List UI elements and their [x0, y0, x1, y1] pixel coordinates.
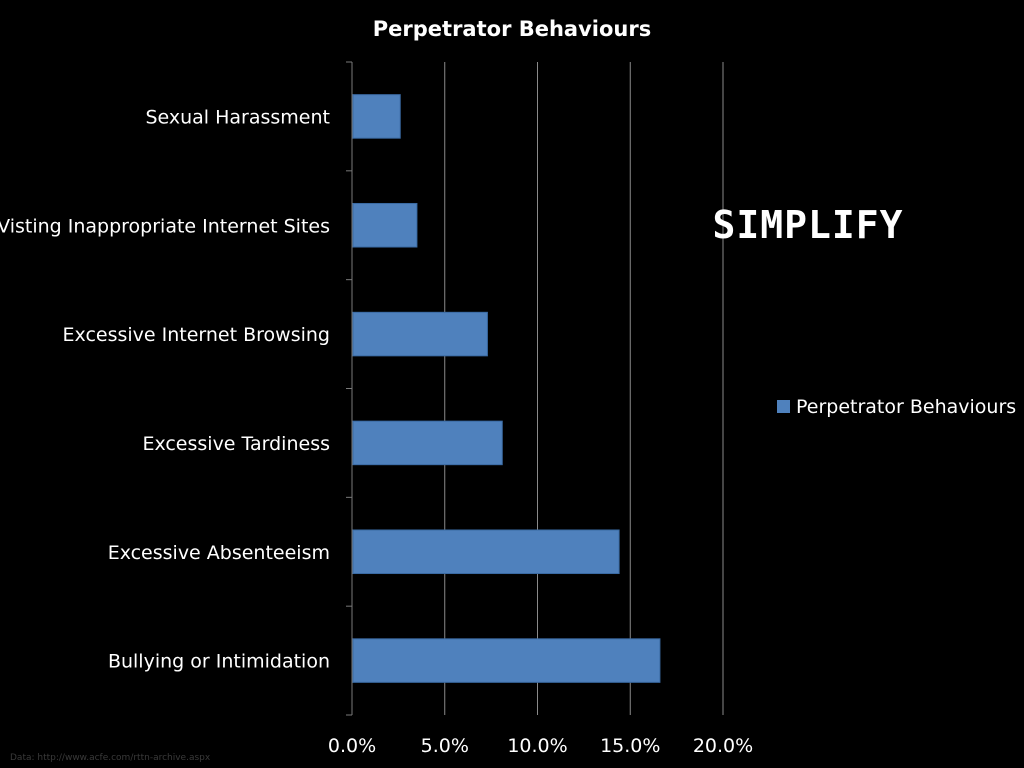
x-tick-label: 5.0% — [421, 735, 469, 757]
category-label: Sexual Harassment — [145, 106, 330, 128]
category-label: Excessive Internet Browsing — [63, 324, 330, 346]
legend-label: Perpetrator Behaviours — [796, 396, 1016, 418]
legend: Perpetrator Behaviours — [777, 396, 1016, 418]
axes — [346, 61, 353, 716]
x-tick-label: 0.0% — [328, 735, 376, 757]
bar — [352, 311, 488, 357]
x-tick-label: 10.0% — [507, 735, 567, 757]
category-label: Excessive Absenteeism — [108, 542, 330, 564]
category-labels: Sexual Harassment Visting Inappropriate I… — [0, 106, 330, 672]
bar — [352, 420, 503, 466]
bar — [352, 94, 401, 139]
chart-title: Perpetrator Behaviours — [373, 17, 651, 41]
brand-logo: SIMPLIFY — [712, 203, 903, 247]
x-tick-label: 20.0% — [693, 735, 753, 757]
bars — [352, 94, 661, 683]
bar — [352, 638, 661, 683]
category-label: Excessive Tardiness — [142, 433, 330, 455]
source-note: Data: http://www.acfe.com/rttn-archive.a… — [10, 753, 211, 763]
category-label: Bullying or Intimidation — [108, 651, 330, 673]
legend-swatch — [777, 400, 790, 413]
category-label: Visting Inappropriate Internet Sites — [0, 215, 330, 237]
bar — [352, 529, 620, 575]
x-tick-label: 15.0% — [600, 735, 660, 757]
gridlines — [444, 62, 724, 715]
bar — [352, 202, 418, 248]
x-tick-labels: 0.0% 5.0% 10.0% 15.0% 20.0% — [328, 735, 753, 757]
